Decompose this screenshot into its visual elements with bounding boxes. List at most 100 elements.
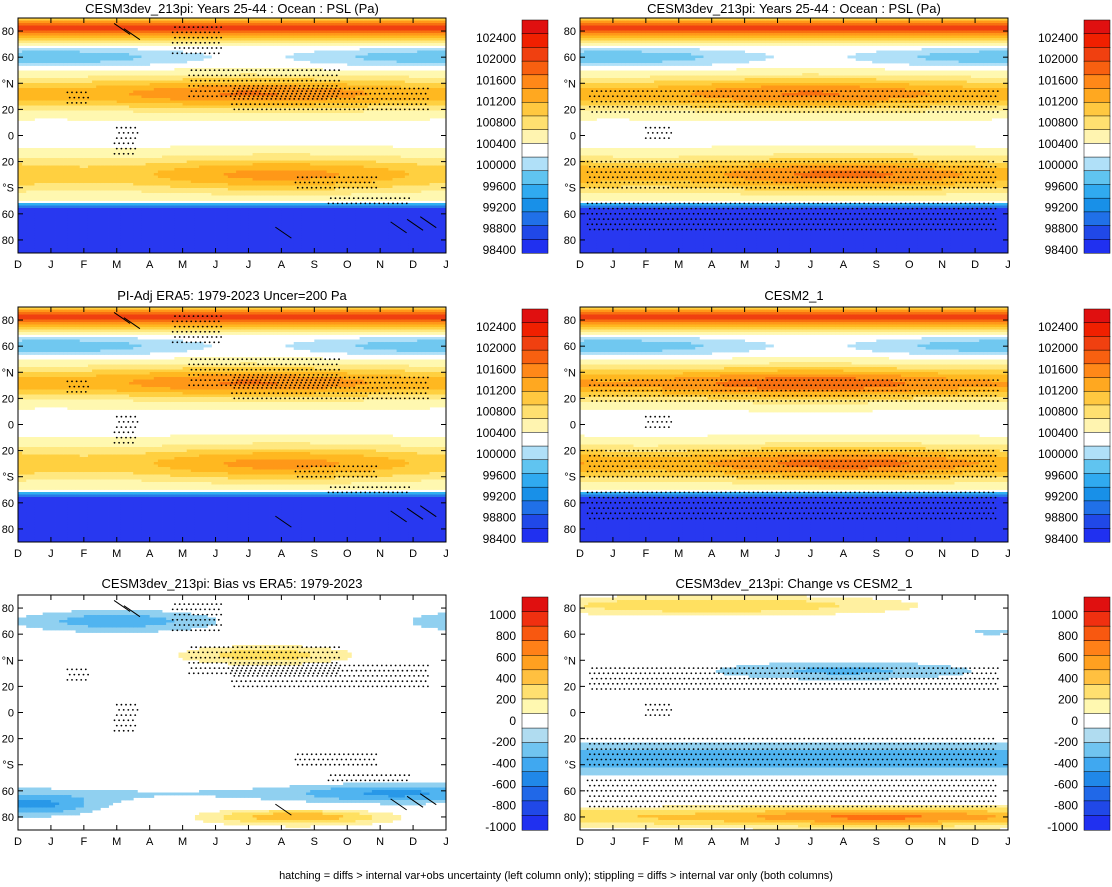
colorbar-cell [522,515,548,529]
colorbar-label: -800 [1054,799,1078,813]
colorbar-cell [1084,157,1110,171]
colorbar-label: 101200 [476,95,516,109]
colorbar-label: -1000 [485,820,516,834]
x-tick-label: M [112,836,121,848]
colorbar-cell [522,460,548,474]
colorbar-cell [522,323,548,337]
x-tick-label: A [146,836,154,848]
x-tick-label: J [246,836,252,848]
x-tick-label: M [178,836,187,848]
y-tick-label: 20 [564,681,576,693]
colorbar-cell [522,419,548,433]
y-tick-label: 20 [564,393,576,405]
y-tick-label: 80 [564,26,576,38]
colorbar-cell [522,528,548,542]
colorbar-label: 99600 [483,179,517,193]
colorbar-cell [522,116,548,130]
colorbar-label: 98800 [483,222,517,236]
y-tick-label: 80 [2,524,14,536]
panel-3-field [18,307,446,542]
colorbar-cell [522,405,548,419]
colorbar-cell [1084,198,1110,212]
x-tick-label: N [376,836,384,848]
colorbar-label: 98400 [1045,243,1079,257]
colorbar-cell [522,102,548,116]
x-tick-label: D [409,548,417,560]
colorbar-cell [522,714,548,729]
x-tick-label: J [443,836,449,848]
colorbar-cell [1084,728,1110,743]
y-tick-label: 20 [564,734,576,746]
x-tick-label: J [610,259,616,271]
colorbar-label: 400 [496,672,516,686]
colorbar-label: -200 [1054,735,1078,749]
colorbar-cell [522,626,548,641]
colorbar-cell [1084,801,1110,816]
x-tick-label: D [409,259,417,271]
x-tick-label: D [14,259,22,271]
x-tick-label: M [674,836,683,848]
x-tick-label: D [14,836,22,848]
x-tick-label: D [971,836,979,848]
plot-background [580,595,1008,830]
colorbar-label: 100400 [1038,137,1078,151]
colorbar-cell [1084,47,1110,61]
y-tick-label: 20 [2,393,14,405]
colorbar-label: 600 [496,650,516,664]
colorbar-label: 102000 [476,52,516,66]
colorbar-label: 600 [1058,650,1078,664]
colorbar-label: 101600 [1038,362,1078,376]
colorbar-cell [522,171,548,185]
y-tick-label: °S [564,760,576,772]
colorbar-label: 0 [509,714,516,728]
colorbar-cell [522,743,548,758]
y-tick-label: 60 [2,341,14,353]
y-tick-label: 60 [564,52,576,64]
colorbar-cell [1084,102,1110,116]
x-tick-label: M [674,548,683,560]
panel-title: CESM3dev_213pi: Change vs CESM2_1 [675,576,912,591]
x-tick-label: S [311,836,318,848]
colorbar-cell [522,212,548,226]
y-tick-label: 20 [2,734,14,746]
colorbar-cell [1084,743,1110,758]
y-tick-label: °N [564,655,576,667]
y-tick-label: 20 [564,104,576,116]
x-tick-label: D [971,259,979,271]
colorbar-cell [522,684,548,699]
colorbar-cell [1084,473,1110,487]
y-tick-label: 80 [2,26,14,38]
y-tick-label: °N [564,367,576,379]
colorbar-cell [1084,612,1110,627]
colorbar-cell [1084,226,1110,240]
colorbar-cell [522,432,548,446]
colorbar-cell [522,130,548,144]
figure: D J F M A M J J A S O N D J8060°N20020°S6080CESM3dev_… [0,0,1112,887]
colorbar-cell [1084,772,1110,787]
x-tick-label: S [873,548,880,560]
y-tick-label: 0 [8,420,14,432]
x-tick-label: A [146,259,154,271]
colorbar-cell [1084,89,1110,103]
colorbar-cell [1084,75,1110,89]
colorbar-label: 101600 [476,73,516,87]
colorbar-cell [1084,714,1110,729]
colorbar-label: -400 [1054,756,1078,770]
colorbar-cell [522,309,548,323]
colorbar-label: 100800 [476,405,516,419]
y-tick-label: °S [2,183,14,195]
colorbar-label: 200 [1058,693,1078,707]
colorbar-label: -400 [492,756,516,770]
colorbar-label: 101200 [476,384,516,398]
colorbar-cell [522,239,548,253]
colorbar-cell [1084,670,1110,685]
colorbar-cell [522,772,548,787]
colorbar-label: 99600 [1045,468,1079,482]
x-tick-label: J [213,548,219,560]
colorbar-label: 0 [1071,714,1078,728]
x-tick-label: M [740,259,749,271]
x-tick-label: A [840,836,848,848]
colorbar-cell [522,34,548,48]
colorbar-cell [1084,239,1110,253]
